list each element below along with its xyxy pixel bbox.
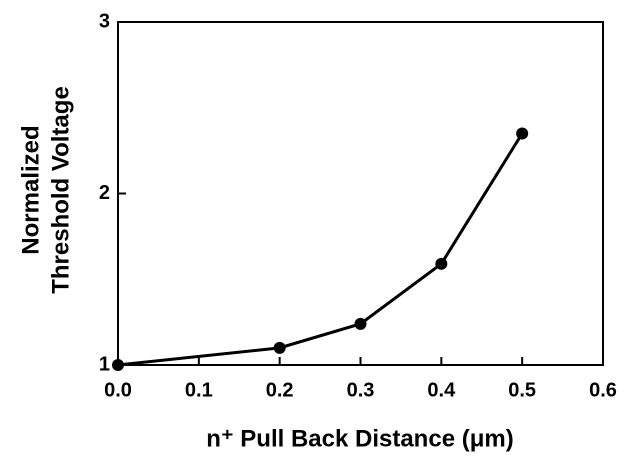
- x-tick-label: 0.0: [104, 379, 132, 401]
- x-tick-label: 0.6: [589, 379, 617, 401]
- y-axis-label-line: Normalized: [17, 125, 44, 254]
- y-axis-label: Normalized Threshold Voltage: [17, 86, 74, 294]
- x-tick-label: 0.2: [266, 379, 294, 401]
- data-point: [435, 257, 448, 270]
- data-point: [354, 317, 367, 330]
- y-tick-label: 2: [99, 182, 110, 204]
- data-point: [273, 341, 286, 354]
- x-tick-label: 0.4: [427, 379, 456, 401]
- y-axis-label-line: Threshold Voltage: [47, 86, 74, 294]
- data-point: [516, 127, 529, 140]
- series-line: [117, 132, 524, 367]
- y-tick-label: 1: [99, 353, 110, 375]
- plot-frame: [117, 21, 604, 366]
- x-tick-label: 0.5: [508, 379, 536, 401]
- x-tick-label: 0.1: [185, 379, 213, 401]
- x-axis-label: n⁺ Pull Back Distance (μm): [206, 425, 513, 452]
- data-point: [112, 359, 124, 371]
- x-tick-label: 0.3: [347, 379, 375, 401]
- y-tick-label: 3: [99, 10, 110, 32]
